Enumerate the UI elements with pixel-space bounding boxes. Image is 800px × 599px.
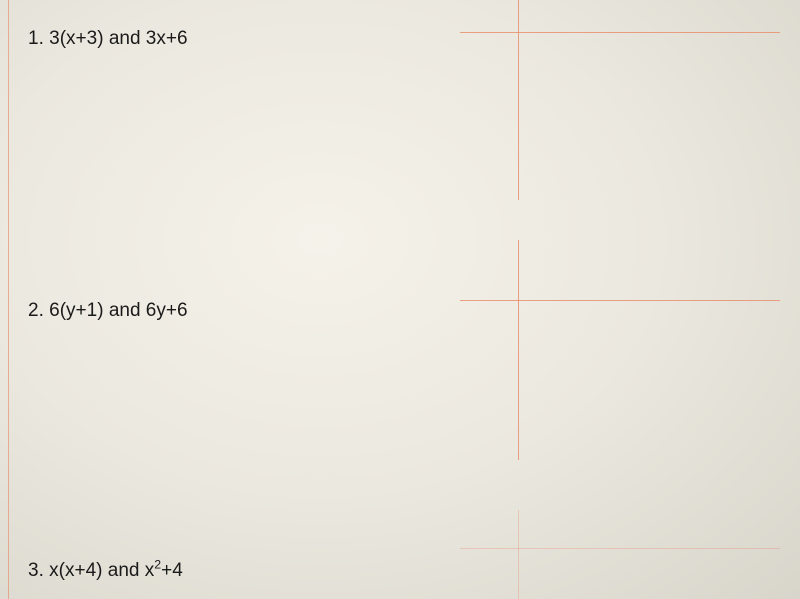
- question-3-expr-b: x2+4: [145, 560, 183, 581]
- question-3-number: 3.: [28, 560, 44, 581]
- question-2-number: 2.: [28, 300, 44, 321]
- axes-1-horizontal: [460, 32, 780, 33]
- question-3-joiner: and: [108, 560, 140, 581]
- question-2-expr-b: 6y+6: [146, 300, 188, 321]
- axes-3-horizontal: [460, 548, 780, 549]
- question-2-joiner: and: [109, 300, 141, 321]
- question-1-joiner: and: [109, 28, 141, 49]
- axes-1-vertical: [518, 0, 519, 200]
- question-1-expr-b: 3x+6: [146, 28, 188, 49]
- question-3-expr-a: x(x+4): [49, 560, 102, 581]
- question-2-expr-a: 6(y+1): [49, 300, 103, 321]
- question-1-number: 1.: [28, 28, 44, 49]
- left-margin-rule: [8, 0, 9, 599]
- question-1-expr-a: 3(x+3): [49, 28, 103, 49]
- question-1: 1. 3(x+3) and 3x+6: [28, 28, 188, 50]
- axes-3-vertical: [518, 510, 519, 599]
- question-2: 2. 6(y+1) and 6y+6: [28, 300, 188, 322]
- axes-2-horizontal: [460, 300, 780, 301]
- question-3-expr-b-pre: x: [145, 560, 155, 581]
- axes-2-vertical: [518, 240, 519, 460]
- question-3-expr-b-post: +4: [161, 560, 183, 581]
- question-3: 3. x(x+4) and x2+4: [28, 560, 183, 582]
